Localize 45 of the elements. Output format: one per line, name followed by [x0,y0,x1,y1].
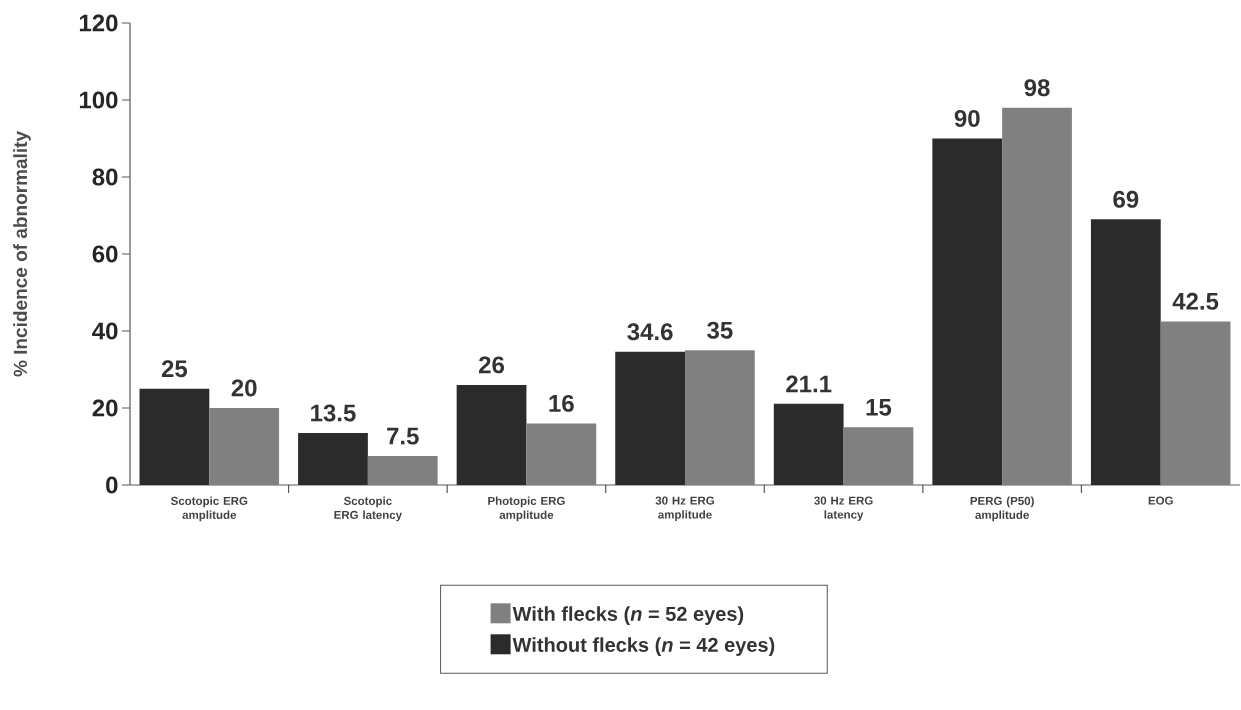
bar [843,427,914,485]
bar [773,403,844,485]
data-label: 16 [549,394,574,412]
data-label: 15 [866,398,892,416]
x-tick-label: Photopic ERG amplitude [488,496,565,522]
data-label: 13.5 [311,404,356,422]
y-tick-label: 60 [92,245,118,263]
bar [685,350,755,485]
data-label: 90 [954,109,980,127]
y-tick-label: 80 [92,168,118,186]
data-label: 69 [1113,190,1139,208]
data-label: 7.5 [387,427,419,445]
legend-label: With flecks (n = 52 eyes) [512,606,744,625]
y-tick-label: 20 [92,399,118,417]
y-axis-title: % Incidence of abnormality [13,131,31,377]
data-label: 34.6 [627,323,673,341]
data-label: 20 [231,379,257,397]
data-label: 98 [1024,79,1050,97]
x-tick-label: PERG (P50) amplitude [970,496,1034,522]
bar [1002,107,1072,485]
data-label: 25 [161,360,188,378]
legend-label: Without flecks (n = 42 eyes) [512,637,775,656]
bar [932,138,1003,485]
bar [526,423,597,485]
x-tick-label: Scotopic ERG latency [334,496,402,522]
data-label: 21.1 [786,375,832,393]
bar [139,388,210,485]
y-tick-label: 40 [92,322,118,340]
y-tick-label: 120 [79,14,118,32]
bar [209,408,280,485]
x-tick-label: EOG [1148,496,1173,505]
x-tick-label: 30 Hz ERG latency [814,496,873,521]
bar [1090,219,1161,485]
bar [456,384,527,485]
y-tick-label: 0 [106,476,118,494]
bar [615,351,685,485]
data-label: 26 [479,356,505,374]
bar [1160,321,1231,485]
data-label: 42.5 [1172,292,1219,310]
bar [367,456,438,485]
x-tick-label: Scotopic ERG amplitude [170,496,248,522]
bar [298,433,368,485]
data-label: 35 [707,321,733,339]
y-tick-label: 100 [79,91,118,109]
x-tick-label: 30 Hz ERG amplitude [655,496,714,521]
